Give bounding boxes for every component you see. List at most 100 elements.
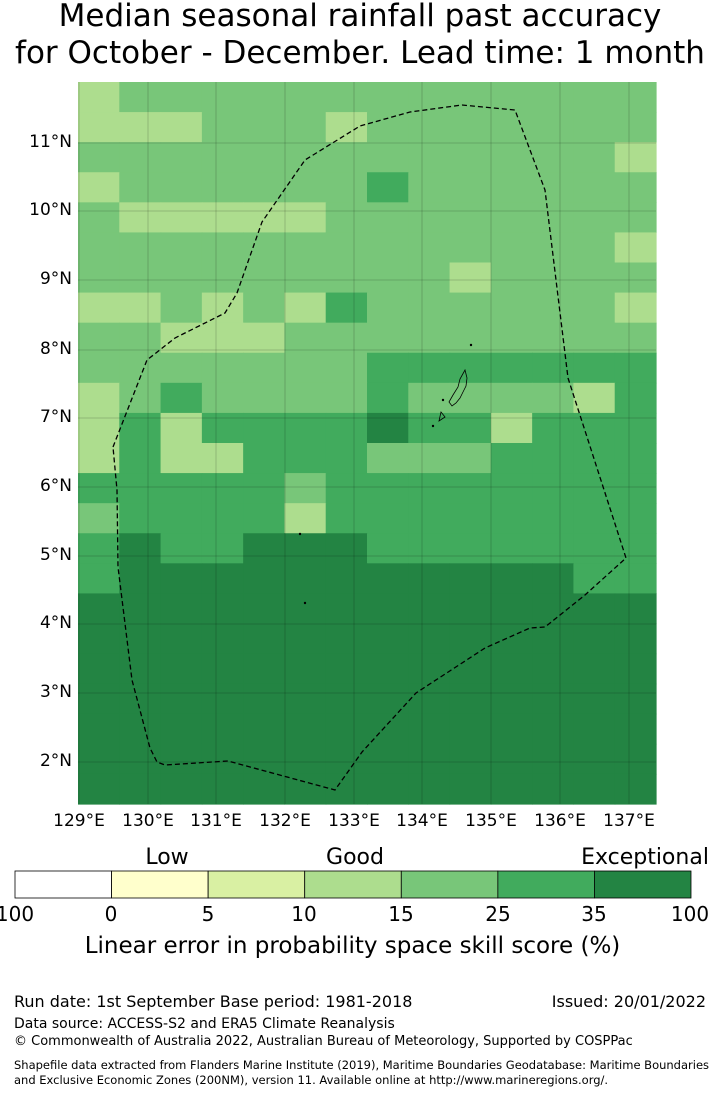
grid-cell [614, 593, 657, 625]
grid-cell [243, 713, 286, 745]
grid-cell [119, 412, 162, 444]
grid-cell [614, 292, 657, 324]
grid-cell [532, 262, 575, 294]
grid-cell [614, 172, 657, 203]
grid-cell [160, 232, 203, 264]
grid-cell [160, 142, 203, 173]
grid-cell [78, 262, 120, 294]
grid-cell [325, 412, 368, 444]
grid-cell [160, 382, 203, 414]
grid-cell [284, 623, 327, 655]
grid-cell [367, 172, 409, 203]
grid-cell [449, 232, 492, 264]
grid-cell [284, 443, 327, 474]
lon-label: 135°E [465, 811, 517, 831]
grid-cell [490, 473, 533, 504]
grid-cell [449, 713, 492, 745]
grid-cell [614, 773, 657, 805]
grid-cell [449, 683, 492, 715]
grid-cell [119, 262, 162, 294]
grid-cell [160, 593, 203, 625]
grid-cell [573, 172, 616, 203]
copyright: © Commonwealth of Australia 2022, Austra… [14, 1034, 633, 1049]
lat-label: 4°N [39, 613, 72, 633]
lat-label: 9°N [39, 269, 72, 289]
lon-label: 136°E [534, 811, 586, 831]
grid-cell [201, 473, 244, 504]
data-source: Data source: ACCESS-S2 and ERA5 Climate … [14, 1016, 395, 1032]
grid-cell [449, 352, 492, 384]
grid-cell [119, 683, 162, 715]
lat-label: 3°N [39, 682, 72, 702]
colorbar-tick: 10 [291, 902, 317, 926]
grid-cell [367, 623, 409, 655]
grid-cell [119, 593, 162, 625]
lat-label: 8°N [39, 339, 72, 359]
colorbar-tick: 15 [388, 902, 414, 926]
grid-cell [201, 112, 244, 143]
grid-cell [243, 262, 286, 294]
grid-cell [119, 653, 162, 685]
grid-cell [119, 82, 162, 113]
grid-cell [160, 713, 203, 745]
grid-cell [367, 563, 409, 595]
grid-cell [284, 593, 327, 625]
grid-cell [201, 172, 244, 203]
grid-cell [408, 713, 451, 745]
grid-cell [284, 202, 327, 234]
grid-cell [325, 202, 368, 234]
grid-cell [614, 743, 657, 775]
grid-cell [449, 142, 492, 173]
grid-cell [490, 773, 533, 805]
grid-cell [160, 563, 203, 595]
title-line-1: Median seasonal rainfall past accuracy [58, 0, 662, 34]
grid-cell [243, 683, 286, 715]
grid-cell [532, 82, 575, 113]
grid-cell [614, 683, 657, 715]
grid-cell [408, 82, 451, 113]
grid-cell [78, 382, 120, 414]
grid-cell [201, 743, 244, 775]
grid-cell [243, 142, 286, 173]
grid-cell [490, 713, 533, 745]
grid-cell [284, 533, 327, 564]
grid-cell [78, 773, 120, 805]
grid-cell [284, 322, 327, 354]
grid-cell [284, 352, 327, 384]
grid-cell [408, 503, 451, 534]
grid-cell [614, 352, 657, 384]
grid-cell [573, 112, 616, 143]
grid-cell [490, 593, 533, 625]
legend-category-exceptional: Exceptional [581, 845, 709, 870]
colorbar-tick: 0 [104, 902, 118, 926]
grid-cell [160, 623, 203, 655]
grid-cell [573, 563, 616, 595]
lat-label: 2°N [39, 751, 72, 771]
grid-cell [119, 112, 162, 143]
grid-cell [490, 412, 533, 444]
grid-cell [408, 593, 451, 625]
colorbar-swatch [400, 870, 499, 899]
grid-cell [243, 82, 286, 113]
grid-cell [532, 683, 575, 715]
grid-cell [325, 443, 368, 474]
grid-cell [284, 172, 327, 203]
grid-cell [78, 82, 120, 113]
grid-cell [614, 653, 657, 685]
grid-cell [78, 473, 120, 504]
grid-cell [243, 352, 286, 384]
grid-cell [284, 382, 327, 414]
grid-cell [243, 382, 286, 414]
grid-cell [325, 503, 368, 534]
grid-cell [201, 82, 244, 113]
grid-cell [449, 623, 492, 655]
grid-cell [449, 412, 492, 444]
colorbar-tick: 100 [0, 902, 35, 926]
grid-cell [532, 142, 575, 173]
colorbar-swatch [594, 870, 692, 899]
grid-cell [78, 653, 120, 685]
grid-cell [160, 202, 203, 234]
grid-cell [243, 533, 286, 564]
grid-cell [119, 473, 162, 504]
shapefile-credit: Shapefile data extracted from Flanders M… [14, 1058, 710, 1087]
